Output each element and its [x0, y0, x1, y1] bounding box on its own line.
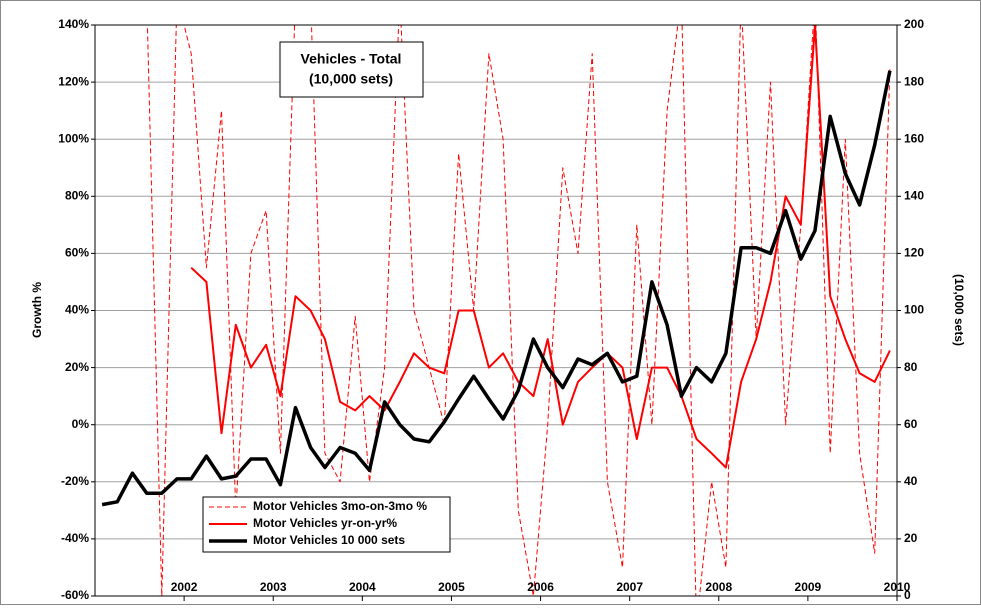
x-tick-label: 2007	[616, 580, 643, 594]
y2-tick-label: 40	[904, 474, 918, 488]
y-tick-label: 140%	[58, 17, 89, 31]
y2-axis-label: (10,000 sets)	[952, 274, 966, 346]
x-tick-label: 2002	[171, 580, 198, 594]
y-tick-label: 60%	[65, 246, 89, 260]
x-tick-label: 2009	[795, 580, 822, 594]
y2-tick-label: 100	[904, 303, 924, 317]
title-box	[279, 41, 424, 98]
y2-tick-label: 120	[904, 246, 924, 260]
y-axis-label: Growth %	[30, 282, 44, 338]
legend-label: Motor Vehicles 3mo-on-3mo %	[253, 499, 427, 513]
series-line	[146, 25, 891, 596]
y-tick-label: 0%	[72, 417, 90, 431]
y-tick-label: -60%	[61, 588, 89, 602]
y2-tick-label: 140	[904, 188, 924, 202]
y-tick-label: 120%	[58, 74, 89, 88]
legend-label: Motor Vehicles yr-on-yr%	[253, 516, 397, 530]
y2-tick-label: 60	[904, 417, 918, 431]
y-tick-label: 40%	[65, 303, 89, 317]
y2-tick-label: 200	[904, 17, 924, 31]
chart-subtitle: (10,000 sets)	[309, 71, 393, 87]
y-tick-label: -20%	[61, 474, 89, 488]
y2-tick-label: 80	[904, 360, 918, 374]
x-tick-label: 2004	[349, 580, 376, 594]
y2-tick-label: 0	[904, 588, 911, 602]
y2-tick-label: 20	[904, 531, 918, 545]
x-tick-label: 2008	[705, 580, 732, 594]
series-line	[101, 70, 892, 507]
legend-label: Motor Vehicles 10 000 sets	[253, 533, 405, 547]
x-tick-label: 2005	[438, 580, 465, 594]
y2-tick-label: 160	[904, 131, 924, 145]
x-tick-label: 2006	[527, 580, 554, 594]
chart-title: Vehicles - Total	[301, 51, 402, 67]
y-tick-label: 80%	[65, 188, 89, 202]
series-line	[190, 25, 891, 469]
x-tick-label: 2010	[884, 580, 911, 594]
y-tick-label: 20%	[65, 360, 89, 374]
y2-tick-label: 180	[904, 74, 924, 88]
y-tick-label: -40%	[61, 531, 89, 545]
x-tick-label: 2003	[260, 580, 287, 594]
y-tick-label: 100%	[58, 131, 89, 145]
